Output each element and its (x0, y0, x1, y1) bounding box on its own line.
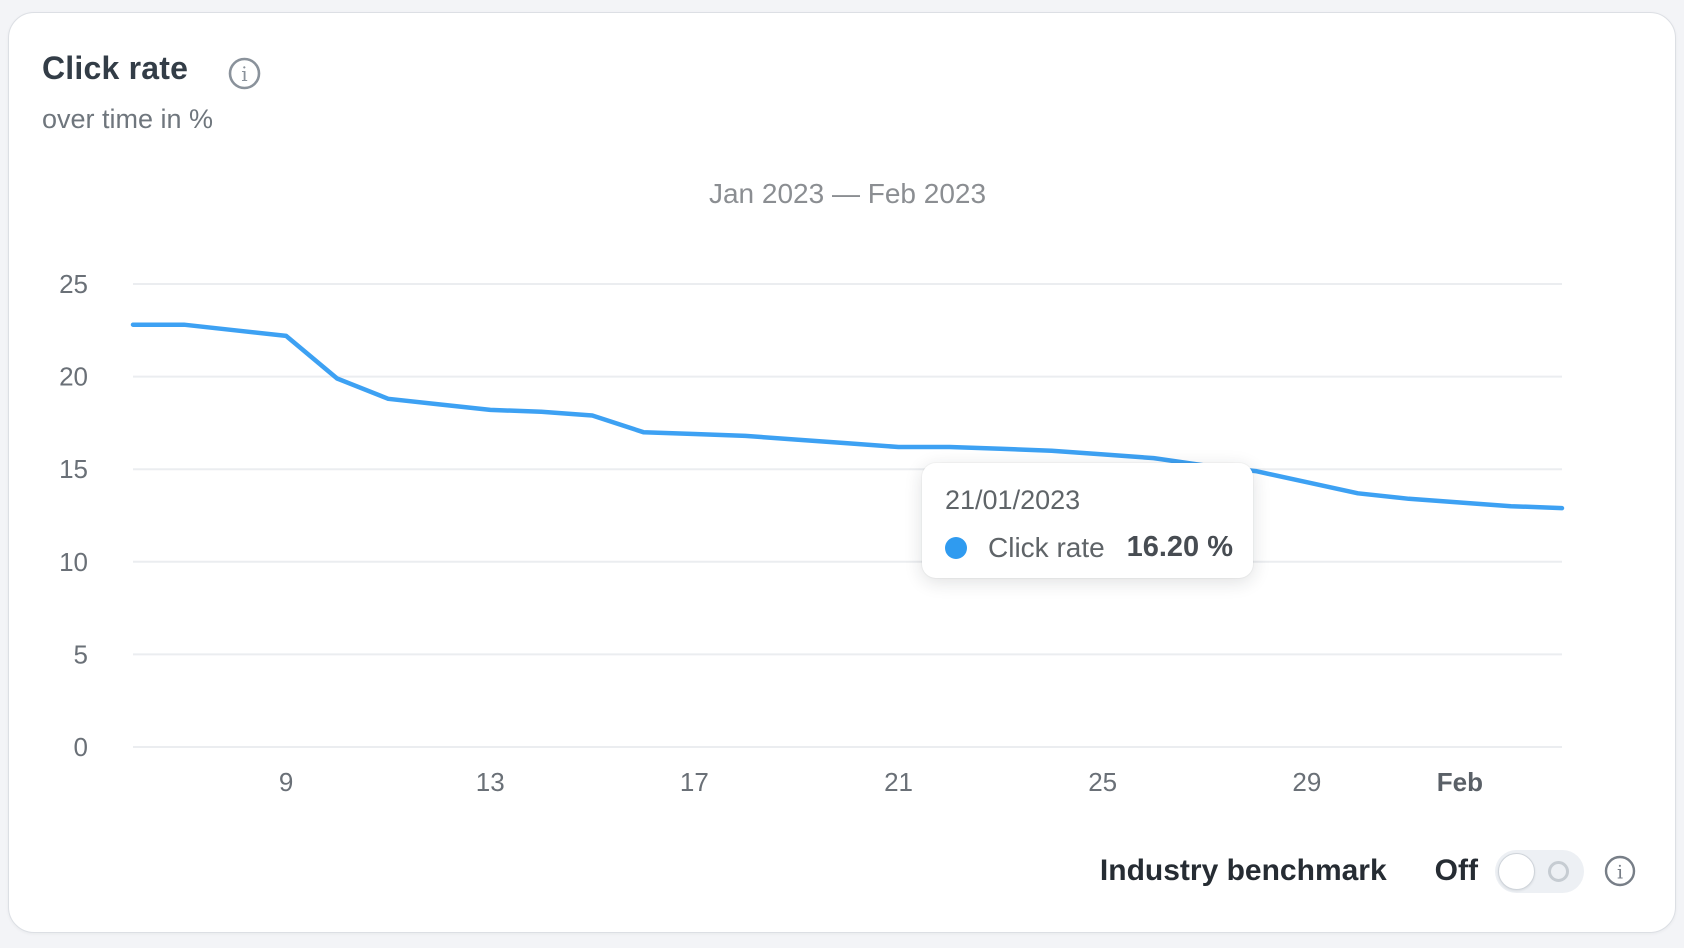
series-dot-icon (945, 536, 967, 559)
click-rate-series-line[interactable] (130, 322, 1565, 511)
y-axis-tick-label: 15 (59, 454, 88, 484)
page-title: Click rate (42, 50, 189, 86)
benchmark-info-icon[interactable]: i (1604, 855, 1636, 887)
chart-tooltip: 21/01/2023 Click rate 16.20 % (922, 463, 1253, 578)
y-axis-tick-label: 0 (74, 732, 88, 762)
x-axis-tick-label: Feb (1437, 767, 1483, 797)
x-axis-tick-label: 29 (1292, 767, 1321, 797)
industry-benchmark-control: Industry benchmark Off i (1100, 848, 1636, 894)
tooltip-series-label: Click rate (988, 531, 1105, 563)
y-axis-tick-label: 25 (59, 269, 88, 299)
chart-subtitle: over time in % (42, 104, 214, 134)
toggle-off-ring-icon (1548, 860, 1569, 882)
click-rate-card (8, 12, 1676, 933)
y-axis-tick-label: 10 (59, 547, 88, 577)
x-axis-tick-label: 21 (884, 767, 913, 797)
x-axis-tick-label: 9 (279, 767, 293, 797)
info-icon[interactable]: i (228, 57, 261, 90)
info-icon-glyph: i (241, 62, 247, 86)
tooltip-row: Click rate 16.20 % (945, 531, 1233, 564)
x-axis-tick-label: 25 (1088, 767, 1117, 797)
industry-benchmark-state: Off (1434, 854, 1478, 887)
toggle-knob[interactable] (1498, 852, 1535, 890)
tooltip-date: 21/01/2023 (945, 485, 1081, 515)
chart-date-range-title: Jan 2023 — Feb 2023 (708, 178, 987, 209)
y-axis-tick-label: 20 (59, 362, 88, 392)
tooltip-value: 16.20 % (1126, 531, 1233, 563)
y-axis-tick-label: 5 (74, 639, 88, 669)
benchmark-info-icon-glyph: i (1617, 862, 1623, 884)
industry-benchmark-toggle[interactable] (1495, 849, 1584, 893)
x-axis-tick-label: 13 (476, 767, 505, 797)
industry-benchmark-label: Industry benchmark (1099, 854, 1387, 887)
x-axis-tick-label: 17 (680, 767, 709, 797)
